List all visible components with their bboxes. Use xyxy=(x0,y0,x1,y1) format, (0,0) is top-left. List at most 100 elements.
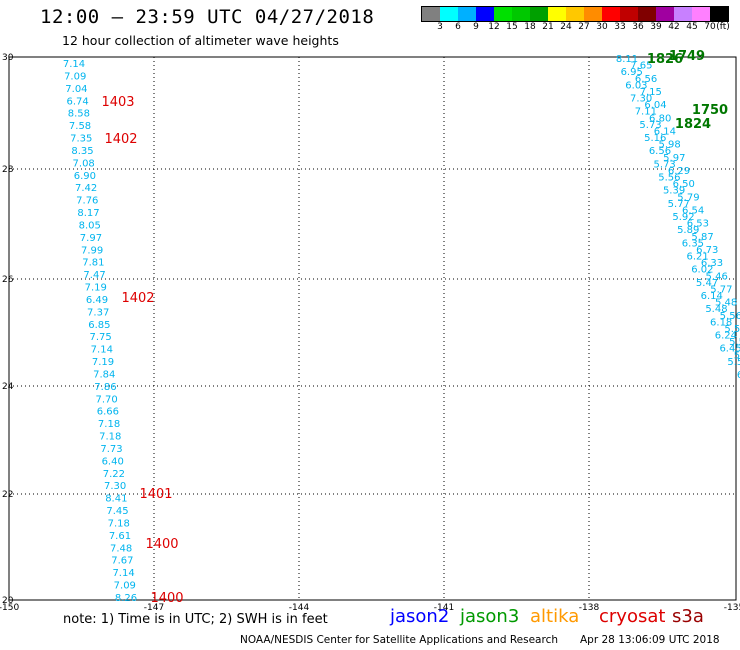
east-track-group: 8.117.656.956.566.037.157.306.047.116.80… xyxy=(616,54,740,381)
longitude-tick-label: -135 xyxy=(724,603,740,613)
swh-value-label: 5.63 xyxy=(734,350,740,361)
units-note: note: 1) Time is in UTC; 2) SWH is in fe… xyxy=(63,612,328,627)
pass-time-label: 1749 xyxy=(669,49,705,64)
swh-value-label: 8.58 xyxy=(68,109,90,120)
swh-value-label: 7.11 xyxy=(635,107,657,118)
swh-value-label: 7.09 xyxy=(64,71,86,82)
generation-timestamp: Apr 28 13:06:09 UTC 2018 xyxy=(580,634,720,646)
color-swatch xyxy=(566,7,584,21)
color-swatch xyxy=(710,7,728,21)
color-scale-tick-label: 15 xyxy=(506,22,518,32)
swh-value-label: 7.84 xyxy=(93,369,115,380)
swh-value-label: 5.92 xyxy=(672,212,694,223)
swh-value-label: 5.39 xyxy=(663,186,685,197)
swh-value-label: 7.09 xyxy=(114,581,136,592)
swh-value-label: 7.18 xyxy=(98,419,120,430)
swh-value-label: 5.52 xyxy=(724,324,740,335)
pass-time-label: 1403 xyxy=(101,95,134,110)
swh-value-label: 6.29 xyxy=(668,166,690,177)
swh-value-label: 6.14 xyxy=(654,126,676,137)
color-scale-tick-label: 18 xyxy=(524,22,536,32)
swh-value-label: 5.56 xyxy=(658,173,680,184)
color-swatch xyxy=(458,7,476,21)
map-subtitle: 12 hour collection of altimeter wave hei… xyxy=(62,33,339,48)
color-scale-tick-label: 6 xyxy=(455,22,461,32)
swh-value-label: 6.18 xyxy=(710,317,732,328)
legend-entry-jason3: jason3 xyxy=(460,606,520,627)
swh-value-label: 7.30 xyxy=(104,481,126,492)
swh-value-label: 6.21 xyxy=(686,252,708,263)
color-swatch xyxy=(494,7,512,21)
latitude-tick-label: 30 xyxy=(2,53,14,63)
color-scale-tick-label: 9 xyxy=(473,22,479,32)
swh-value-label: 5.73 xyxy=(654,159,676,170)
color-scale-tick-label: 27 xyxy=(578,22,590,32)
color-swatch xyxy=(548,7,566,21)
swh-value-label: 7.35 xyxy=(70,134,92,145)
color-scale-tick-label: 45 xyxy=(686,22,698,32)
swh-value-label: 7.37 xyxy=(87,307,109,318)
swh-value-label: 8.05 xyxy=(79,220,101,231)
pass-time-label: 1750 xyxy=(692,103,728,118)
swh-value-label: 6.50 xyxy=(673,179,695,190)
color-scale-tick-label: 3 xyxy=(437,22,443,32)
latitude-tick-label: 20 xyxy=(2,596,14,606)
swh-value-label: 5.89 xyxy=(677,225,699,236)
swh-value-label: 5.48 xyxy=(715,298,737,309)
swh-value-label: 8.41 xyxy=(105,494,127,505)
map-frame xyxy=(8,56,737,601)
latitude-tick-label: 24 xyxy=(2,382,14,392)
swh-value-label: 8.17 xyxy=(77,208,99,219)
swh-value-label: 7.14 xyxy=(91,345,113,356)
swh-value-label: 6.24 xyxy=(715,331,737,342)
swh-value-label: 7.97 xyxy=(80,233,102,244)
legend-entry-cryosat: cryosat xyxy=(599,606,666,627)
color-swatch xyxy=(584,7,602,21)
swh-value-label: 6.33 xyxy=(701,258,723,269)
swh-value-label: 7.18 xyxy=(108,518,130,529)
swh-value-label: 8.11 xyxy=(616,54,638,65)
swh-value-label: 5.77 xyxy=(710,284,732,295)
swh-value-label: 7.08 xyxy=(73,158,95,169)
swh-value-label: 6.90 xyxy=(74,171,96,182)
footer-credit: NOAA/NESDIS Center for Satellite Applica… xyxy=(240,634,558,646)
color-swatch xyxy=(602,7,620,21)
color-scale-tick-label: 21 xyxy=(542,22,554,32)
swh-value-label: 6.45 xyxy=(719,344,740,355)
map-title: 12:00 – 23:59 UTC 04/27/2018 xyxy=(40,6,375,28)
longitude-tick-label: -147 xyxy=(144,603,164,613)
swh-value-label: 7.48 xyxy=(110,543,132,554)
legend-entry-altika: altika xyxy=(530,606,580,627)
swh-value-label: 5.48 xyxy=(705,304,727,315)
swh-value-label: 7.19 xyxy=(85,283,107,294)
swh-value-label: 7.04 xyxy=(65,84,87,95)
swh-value-label: 6.03 xyxy=(625,80,647,91)
swh-value-label: 6.56 xyxy=(635,74,657,85)
swh-value-label: 5.47 xyxy=(696,278,718,289)
pass-time-label: 1402 xyxy=(104,132,137,147)
swh-value-label: 7.75 xyxy=(89,332,111,343)
swh-value-label: 7.58 xyxy=(69,121,91,132)
color-swatch xyxy=(422,7,440,21)
color-swatch xyxy=(512,7,530,21)
swh-value-label: 7.45 xyxy=(106,506,128,517)
pass-time-label: 1826 xyxy=(647,52,683,67)
color-scale-tick-label: 39 xyxy=(650,22,662,32)
swh-value-label: 6.73 xyxy=(696,245,718,256)
color-swatch xyxy=(620,7,638,21)
pass-time-label: 1402 xyxy=(121,291,154,306)
swh-value-label: 5.16 xyxy=(644,133,666,144)
swh-value-label: 7.47 xyxy=(83,270,105,281)
color-scale-tick-label: 24 xyxy=(560,22,572,32)
swh-value-label: 8.35 xyxy=(71,146,93,157)
color-swatch xyxy=(674,7,692,21)
swh-value-label: 7.42 xyxy=(75,183,97,194)
swh-value-label: 6.53 xyxy=(687,219,709,230)
swh-value-label: 5.73 xyxy=(639,120,661,131)
swh-value-label: 7.14 xyxy=(112,568,134,579)
swh-value-label: 5.77 xyxy=(668,199,690,210)
color-scale-tick-label: 33 xyxy=(614,22,626,32)
swh-value-label: 6.74 xyxy=(66,96,88,107)
swh-value-label: 7.15 xyxy=(640,87,662,98)
swh-value-label: 7.76 xyxy=(76,196,98,207)
